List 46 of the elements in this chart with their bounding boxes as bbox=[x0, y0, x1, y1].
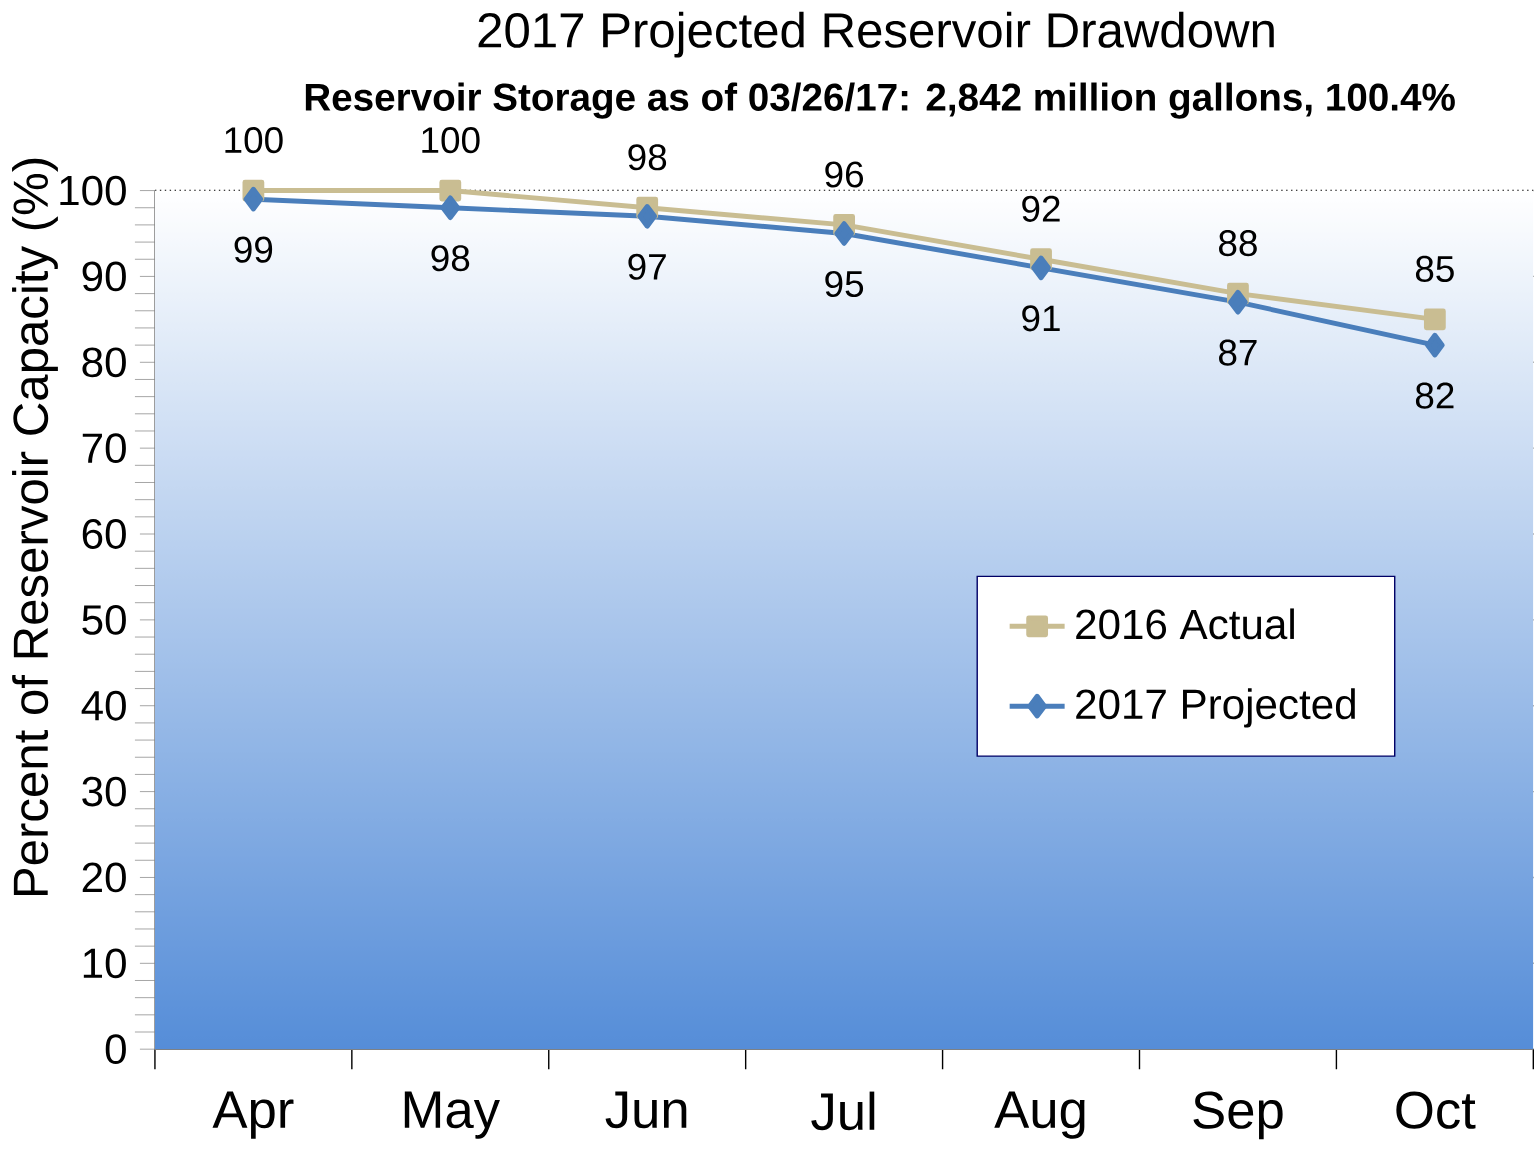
y-tick-label: 90 bbox=[82, 261, 126, 292]
chart-title: 2017 Projected Reservoir Drawdown bbox=[478, 11, 1274, 58]
point bbox=[1425, 332, 1445, 358]
x-tick-label: Jul bbox=[811, 1091, 875, 1131]
data-label: 100 bbox=[422, 127, 480, 154]
x-tick-label: Oct bbox=[1396, 1091, 1476, 1129]
data-label: 96 bbox=[825, 161, 864, 188]
point bbox=[1031, 255, 1051, 281]
data-label: 92 bbox=[1022, 195, 1060, 222]
data-label: 97 bbox=[628, 253, 666, 280]
y-tick-label: 10 bbox=[83, 948, 126, 979]
y-tick-label: 0 bbox=[105, 1034, 126, 1065]
y-tick-label: 80 bbox=[82, 347, 126, 378]
y-tick-label: 30 bbox=[82, 776, 126, 807]
data-label: 99 bbox=[234, 236, 273, 263]
y-tick-label: 60 bbox=[82, 519, 126, 549]
x-tick-label: Aug bbox=[994, 1091, 1085, 1139]
y-tick-label: 100 bbox=[60, 175, 126, 206]
point bbox=[243, 186, 264, 212]
y-axis-title: Percent of Reservoir Capacity (%) bbox=[12, 158, 58, 896]
data-label: 91 bbox=[1022, 305, 1060, 332]
legend-label: 2016 Actual bbox=[1076, 608, 1294, 640]
data-label: 95 bbox=[825, 270, 864, 298]
data-label: 82 bbox=[1415, 382, 1454, 409]
point bbox=[1423, 308, 1446, 331]
x-tick-label: Apr bbox=[212, 1091, 294, 1139]
data-label: 88 bbox=[1219, 230, 1257, 257]
point bbox=[834, 221, 854, 246]
data-label: 100 bbox=[225, 127, 283, 154]
point bbox=[439, 179, 462, 202]
data-label: 85 bbox=[1415, 255, 1454, 282]
y-tick-label: 20 bbox=[82, 862, 126, 893]
x-tick-label: Jun bbox=[605, 1091, 687, 1129]
y-tick-label: 70 bbox=[82, 433, 126, 464]
data-label: 98 bbox=[431, 245, 470, 272]
y-tick-label: 40 bbox=[81, 690, 126, 721]
point bbox=[440, 195, 461, 221]
point bbox=[1228, 289, 1248, 315]
point bbox=[637, 204, 658, 229]
x-tick-label: Sep bbox=[1193, 1091, 1283, 1140]
data-label: 98 bbox=[628, 144, 667, 171]
legend-label: 2017 Projected bbox=[1076, 688, 1355, 728]
y-tick-label: 50 bbox=[82, 604, 126, 635]
data-label: 87 bbox=[1219, 339, 1257, 366]
chart-subtitle: Reservoir Storage as of 03/26/17: 2,842 million gallons, 100.4% bbox=[305, 82, 1455, 119]
x-tick-label: May bbox=[404, 1091, 500, 1139]
